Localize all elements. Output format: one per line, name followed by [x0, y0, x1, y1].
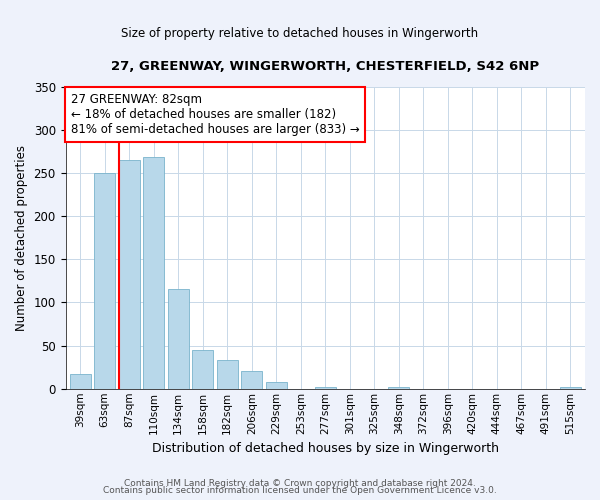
Text: Contains public sector information licensed under the Open Government Licence v3: Contains public sector information licen…	[103, 486, 497, 495]
Text: Contains HM Land Registry data © Crown copyright and database right 2024.: Contains HM Land Registry data © Crown c…	[124, 478, 476, 488]
Bar	[168, 288, 188, 389]
Bar	[193, 350, 213, 389]
Bar	[217, 360, 238, 389]
Bar	[388, 387, 409, 389]
X-axis label: Distribution of detached houses by size in Wingerworth: Distribution of detached houses by size …	[152, 442, 499, 455]
Bar	[266, 382, 287, 389]
Bar	[119, 160, 140, 389]
Text: 27 GREENWAY: 82sqm
← 18% of detached houses are smaller (182)
81% of semi-detach: 27 GREENWAY: 82sqm ← 18% of detached hou…	[71, 92, 359, 136]
Bar	[70, 374, 91, 389]
Bar	[94, 173, 115, 389]
Text: Size of property relative to detached houses in Wingerworth: Size of property relative to detached ho…	[121, 28, 479, 40]
Bar	[315, 387, 335, 389]
Bar	[241, 370, 262, 389]
Title: 27, GREENWAY, WINGERWORTH, CHESTERFIELD, S42 6NP: 27, GREENWAY, WINGERWORTH, CHESTERFIELD,…	[111, 60, 539, 73]
Bar	[143, 158, 164, 389]
Y-axis label: Number of detached properties: Number of detached properties	[15, 144, 28, 330]
Bar	[560, 387, 581, 389]
